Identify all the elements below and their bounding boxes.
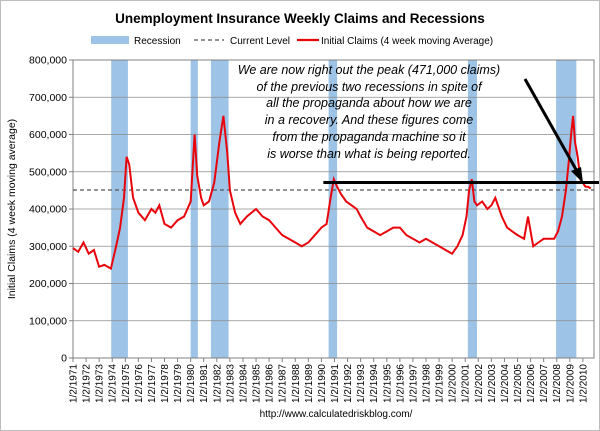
- y-tick-label: 600,000: [29, 129, 67, 141]
- legend: Recession Current Level Initial Claims (…: [91, 36, 493, 47]
- source-url: http://www.calculatedriskblog.com/: [260, 409, 413, 420]
- y-tick-label: 500,000: [29, 166, 67, 178]
- x-tick-label: 1/2/1979: [173, 364, 184, 403]
- annotation-line: in a recovery. And these figures come: [265, 113, 473, 127]
- x-tick-label: 1/2/2008: [552, 364, 563, 403]
- legend-current-level-label: Current Level: [230, 36, 290, 47]
- y-tick-label: 0: [61, 353, 67, 365]
- x-tick-label: 1/2/1971: [69, 364, 80, 403]
- x-tick-label: 1/2/1983: [225, 364, 236, 403]
- chart-title: Unemployment Insurance Weekly Claims and…: [115, 11, 485, 26]
- x-tick-label: 1/2/1998: [421, 364, 432, 403]
- initial-claims-line: [72, 115, 592, 271]
- x-tick-label: 1/2/1975: [121, 364, 132, 403]
- y-tick-label: 800,000: [29, 55, 67, 67]
- x-tick-label: 1/2/1997: [408, 364, 419, 403]
- x-tick-label: 1/2/2007: [539, 364, 550, 403]
- y-tick-label: 400,000: [29, 204, 67, 216]
- x-tick-label: 1/2/1995: [382, 364, 393, 403]
- y-tick-label: 300,000: [29, 241, 67, 253]
- y-tick-label: 100,000: [29, 315, 67, 327]
- x-tick-label: 1/2/2006: [526, 364, 537, 403]
- x-tick-label: 1/2/1985: [252, 364, 263, 403]
- x-tick-label: 1/2/1986: [265, 364, 276, 403]
- x-tick-label: 1/2/1978: [160, 364, 171, 403]
- annotation-line: all the propaganda about how we are: [266, 96, 472, 110]
- x-tick-label: 1/2/2005: [513, 364, 524, 403]
- x-tick-label: 1/2/2001: [461, 364, 472, 403]
- annotation-line: from the propaganda machine so it: [272, 130, 466, 144]
- annotation-line: of the previous two recessions in spite …: [256, 80, 483, 94]
- y-tick-label: 200,000: [29, 278, 67, 290]
- x-tick-label: 1/2/1994: [369, 364, 380, 403]
- x-tick-label: 1/2/1977: [147, 364, 158, 403]
- x-tick-label: 1/2/2004: [500, 364, 511, 403]
- annotation: We are now right out the peak (471,000 c…: [238, 63, 500, 161]
- x-tick-label: 1/2/1981: [199, 364, 210, 403]
- x-tick-label: 1/2/1988: [291, 364, 302, 403]
- annotation-line: We are now right out the peak (471,000 c…: [238, 63, 500, 77]
- x-tick-label: 1/2/1980: [186, 364, 197, 403]
- x-tick-label: 1/2/1992: [343, 364, 354, 403]
- legend-claims-label: Initial Claims (4 week moving Average): [321, 36, 493, 47]
- x-tick-label: 1/2/1976: [134, 364, 145, 403]
- x-tick-label: 1/2/2010: [578, 364, 589, 403]
- x-tick-label: 1/2/1984: [238, 364, 249, 403]
- x-tick-label: 1/2/1987: [278, 364, 289, 403]
- x-tick-label: 1/2/1990: [317, 364, 328, 403]
- annotation-line: is worse than what is being reported.: [267, 147, 471, 161]
- x-tick-label: 1/2/1996: [395, 364, 406, 403]
- y-axis-label: Initial Claims (4 week moving average): [6, 119, 18, 299]
- x-tick-label: 1/2/2002: [474, 364, 485, 403]
- x-tick-label: 1/2/1982: [212, 364, 223, 403]
- x-tick-label: 1/2/1993: [356, 364, 367, 403]
- annotation-arrow: [523, 78, 580, 174]
- annotation-arrow-head: [571, 167, 583, 183]
- x-tick-label: 1/2/2009: [565, 364, 576, 403]
- y-tick-label: 700,000: [29, 92, 67, 104]
- x-tick-label: 1/2/1973: [95, 364, 106, 403]
- x-tick-label: 1/2/1972: [82, 364, 93, 403]
- x-tick-label: 1/2/1974: [108, 364, 119, 403]
- x-tick-label: 1/2/1991: [330, 364, 341, 403]
- legend-recession-label: Recession: [134, 36, 181, 47]
- x-tick-label: 1/2/2000: [448, 364, 459, 403]
- x-tick-label: 1/2/1999: [435, 364, 446, 403]
- x-tick-label: 1/2/2003: [487, 364, 498, 403]
- x-tick-label: 1/2/1989: [304, 364, 315, 403]
- legend-recession-swatch: [91, 36, 129, 44]
